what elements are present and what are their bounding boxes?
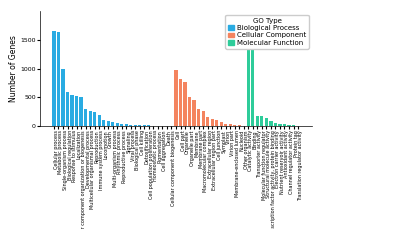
Bar bbox=[174, 71, 178, 126]
Bar bbox=[192, 100, 196, 126]
Bar bbox=[202, 111, 205, 126]
Bar bbox=[147, 125, 150, 126]
Bar bbox=[70, 95, 74, 126]
Bar bbox=[156, 125, 160, 126]
Bar bbox=[283, 124, 286, 126]
Bar bbox=[84, 109, 87, 126]
Bar bbox=[98, 114, 101, 126]
Bar bbox=[292, 125, 295, 126]
Bar bbox=[120, 124, 123, 126]
Bar bbox=[125, 124, 128, 126]
Bar bbox=[256, 116, 259, 126]
Bar bbox=[269, 121, 272, 126]
Bar bbox=[274, 123, 277, 126]
Bar bbox=[197, 109, 200, 126]
Bar bbox=[206, 117, 209, 126]
Bar bbox=[80, 97, 83, 126]
Bar bbox=[102, 120, 105, 126]
Bar bbox=[233, 125, 236, 126]
Bar bbox=[229, 124, 232, 126]
Legend: Biological Process, Cellular Component, Molecular Function: Biological Process, Cellular Component, … bbox=[225, 15, 308, 49]
Bar bbox=[116, 123, 119, 126]
Bar bbox=[75, 96, 78, 126]
Bar bbox=[138, 125, 142, 126]
Bar bbox=[215, 120, 218, 126]
Bar bbox=[88, 111, 92, 126]
Bar bbox=[134, 125, 137, 126]
Bar bbox=[288, 125, 290, 126]
Bar bbox=[107, 121, 110, 126]
Bar bbox=[152, 125, 155, 126]
Bar bbox=[251, 45, 254, 126]
Bar bbox=[66, 92, 69, 126]
Bar bbox=[57, 32, 60, 126]
Bar bbox=[210, 119, 214, 126]
Bar bbox=[220, 122, 223, 126]
Y-axis label: Number of Genes: Number of Genes bbox=[8, 35, 18, 102]
Bar bbox=[247, 17, 250, 126]
Bar bbox=[143, 125, 146, 126]
Bar bbox=[238, 125, 241, 126]
Bar bbox=[265, 118, 268, 126]
Bar bbox=[188, 97, 191, 126]
Bar bbox=[129, 125, 132, 126]
Bar bbox=[224, 124, 227, 126]
Bar bbox=[179, 79, 182, 126]
Bar bbox=[52, 32, 56, 126]
Bar bbox=[184, 82, 187, 126]
Bar bbox=[278, 124, 282, 126]
Bar bbox=[62, 69, 64, 126]
Bar bbox=[93, 112, 96, 126]
Bar bbox=[111, 122, 114, 126]
Bar bbox=[260, 116, 264, 126]
